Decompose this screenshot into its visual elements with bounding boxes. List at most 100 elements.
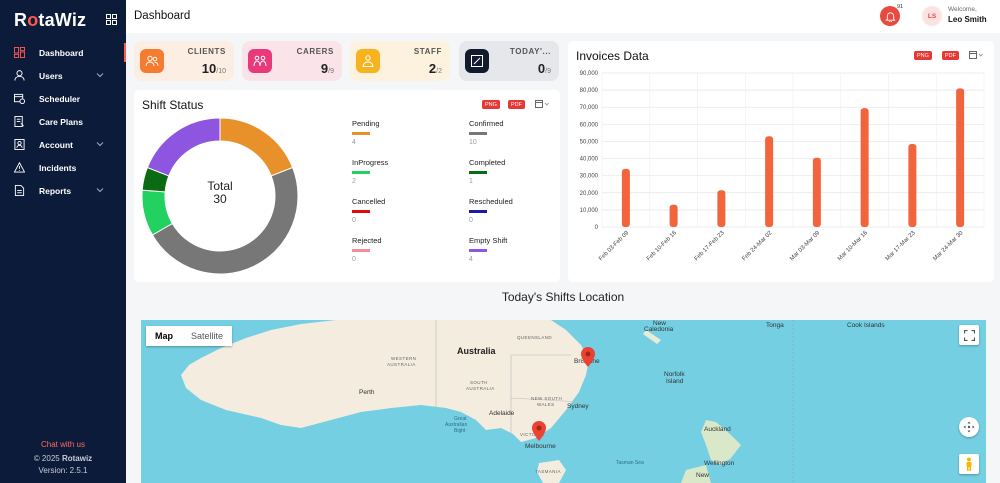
staff-stat-card[interactable]: STAFF 2/2: [350, 41, 450, 81]
pdf-export-button[interactable]: PDF: [942, 51, 959, 60]
legend-label: Empty Shift: [469, 236, 508, 245]
street-view-button[interactable]: [959, 454, 979, 474]
legend-label: Rejected: [352, 236, 382, 245]
todays-shifts-stat-card[interactable]: TODAY'... 0/9: [459, 41, 559, 81]
sidebar-item-users[interactable]: Users: [0, 64, 126, 87]
x-tick-label: Feb 03-Feb 09: [598, 230, 631, 263]
fullscreen-button[interactable]: [959, 325, 979, 345]
sidebar-item-scheduler[interactable]: Scheduler: [0, 87, 126, 110]
x-tick-label: Mar 24-Mar 30: [932, 230, 965, 263]
legend-item[interactable]: Rescheduled 0: [469, 197, 569, 224]
sidebar-item-label: Scheduler: [39, 93, 81, 104]
pdf-export-button[interactable]: PDF: [508, 100, 525, 109]
y-tick-label: 80,000: [580, 88, 599, 94]
chat-with-us-link[interactable]: Chat with us: [40, 440, 86, 449]
sidebar-item-dashboard[interactable]: Dashboard: [0, 41, 126, 64]
sidebar: RotaWiz Dashboard Users Scheduler Care P…: [0, 0, 126, 483]
legend-swatch: [352, 249, 370, 252]
legend-item[interactable]: Pending 4: [352, 119, 452, 146]
avatar[interactable]: LS: [922, 6, 942, 26]
map-label-nsw: NEW SOUTH: [531, 396, 563, 401]
legend-item[interactable]: Empty Shift 4: [469, 236, 569, 263]
sidebar-item-label: Users: [39, 70, 63, 81]
donut-slice-empty-shift[interactable]: [146, 117, 221, 177]
map-label-australia: Australia: [457, 346, 496, 356]
sidebar-item-label: Incidents: [39, 162, 77, 173]
user-name[interactable]: Leo Smith: [948, 15, 987, 24]
copyright-text: © 2025 Rotawiz: [33, 454, 93, 463]
calendar-clock-icon: [14, 93, 25, 104]
map-type-tabs: Map Satellite: [146, 326, 233, 346]
sidebar-item-incidents[interactable]: Incidents: [0, 156, 126, 179]
map-label-queensland: QUEENSLAND: [517, 335, 553, 340]
sidebar-item-label: Dashboard: [39, 47, 84, 58]
app-logo[interactable]: RotaWiz: [14, 10, 87, 30]
invoices-title: Invoices Data: [576, 49, 649, 63]
invoice-bar[interactable]: [908, 144, 917, 227]
calendar-dropdown-icon[interactable]: [969, 51, 983, 60]
invoice-bar[interactable]: [717, 190, 726, 227]
calendar-dropdown-icon[interactable]: [535, 100, 549, 109]
map-label-norfolk: Norfolk: [664, 371, 685, 378]
map-pan-control[interactable]: [959, 417, 979, 437]
legend-item[interactable]: Completed 1: [469, 158, 569, 185]
legend-label: Confirmed: [469, 119, 504, 128]
map-tab-map[interactable]: Map: [155, 331, 173, 341]
legend-label: Cancelled: [352, 197, 386, 206]
x-tick-label: Feb 10-Feb 16: [646, 230, 679, 263]
sidebar-item-care-plans[interactable]: Care Plans: [0, 110, 126, 133]
legend-value: 0: [352, 256, 356, 263]
sidebar-item-reports[interactable]: Reports: [0, 179, 126, 202]
calendar-edit-icon: [465, 49, 489, 73]
legend-item[interactable]: Cancelled 0: [352, 197, 452, 224]
legend-label: Pending: [352, 119, 380, 128]
fullscreen-icon: [963, 329, 975, 341]
invoice-bar[interactable]: [860, 108, 869, 227]
x-tick-label: Feb 17-Feb 23: [694, 230, 727, 263]
map-marker-melbourne[interactable]: [532, 421, 546, 441]
stat-label: TODAY'...: [509, 47, 551, 56]
map-label-new-zealand: New: [696, 472, 710, 479]
invoice-bar[interactable]: [765, 136, 774, 227]
map-label-tasman-sea: Tasman Sea: [616, 460, 644, 466]
legend-value: 2: [352, 178, 356, 185]
stat-value: 2/2: [428, 61, 442, 76]
top-bar: Dashboard 91 LS Welcome, Leo Smith: [126, 0, 1000, 33]
invoice-bar[interactable]: [812, 157, 821, 227]
legend-swatch: [469, 132, 487, 135]
legend-value: 10: [469, 139, 477, 146]
chevron-down-icon: [96, 188, 104, 193]
map-section-title: Today's Shifts Location: [501, 290, 625, 304]
map-label-bight2: Australian: [445, 422, 468, 428]
png-export-button[interactable]: PNG: [482, 100, 500, 109]
invoice-bar[interactable]: [956, 88, 965, 228]
legend-item[interactable]: Confirmed 10: [469, 119, 569, 146]
invoice-bar[interactable]: [621, 168, 630, 227]
donut-slice-confirmed[interactable]: [151, 166, 299, 275]
apps-grid-icon[interactable]: [106, 14, 117, 25]
shifts-location-map[interactable]: Australia WESTERN AUSTRALIA SOUTH AUSTRA…: [141, 320, 986, 483]
stat-value: 0/9: [537, 61, 551, 76]
legend-item[interactable]: InProgress 2: [352, 158, 452, 185]
map-label-western2: AUSTRALIA: [387, 362, 416, 367]
account-icon: [14, 139, 25, 150]
dashboard-icon: [14, 47, 25, 58]
carers-stat-card[interactable]: CARERS 9/9: [242, 41, 342, 81]
donut-slice-pending[interactable]: [219, 117, 294, 177]
map-tab-satellite[interactable]: Satellite: [191, 331, 224, 341]
legend-swatch: [469, 171, 487, 174]
clipboard-icon: [14, 116, 24, 127]
png-export-button[interactable]: PNG: [914, 51, 932, 60]
legend-item[interactable]: Rejected 0: [352, 236, 452, 263]
map-marker-brisbane[interactable]: [581, 347, 595, 367]
notifications-button[interactable]: [880, 6, 900, 26]
map-label-bight3: Bight: [454, 428, 466, 434]
invoice-bar[interactable]: [669, 204, 678, 227]
stat-label: CARERS: [296, 47, 334, 56]
map-label-south: SOUTH: [470, 380, 488, 385]
y-tick-label: 20,000: [580, 191, 599, 197]
clients-stat-card[interactable]: CLIENTS 10/10: [134, 41, 234, 81]
staff-icon: [356, 49, 380, 73]
sidebar-item-account[interactable]: Account: [0, 133, 126, 156]
sidebar-item-label: Care Plans: [39, 116, 83, 127]
